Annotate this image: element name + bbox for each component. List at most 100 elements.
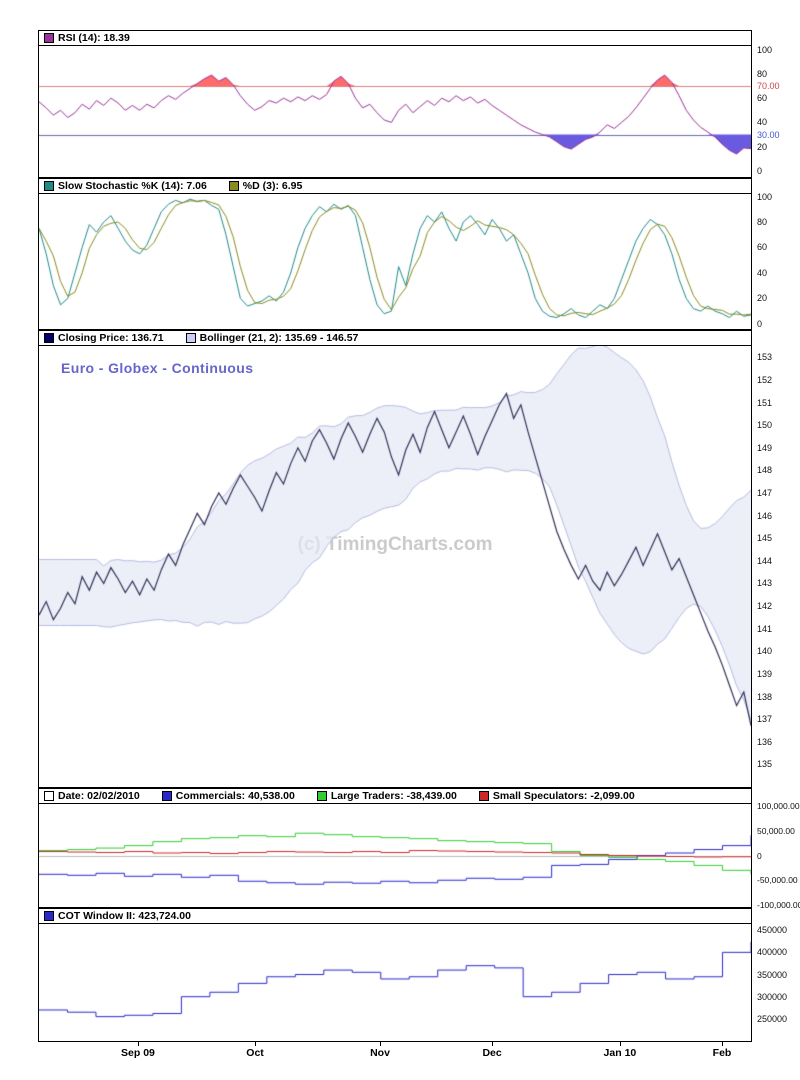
commercials-swatch-icon — [161, 791, 172, 801]
x-tick-mark — [137, 1042, 139, 1046]
y-tick-label: 135 — [757, 759, 773, 770]
y-tick-label: 20 — [757, 293, 768, 304]
y-tick-label: 142 — [757, 601, 773, 612]
y-tick-label: 40 — [757, 267, 768, 278]
bollinger-legend-label: Bollinger (21, 2): 135.69 - 146.57 — [199, 332, 359, 344]
y-tick-label: 300000 — [757, 991, 788, 1002]
cot-window-legend-label: COT Window II: 423,724.00 — [58, 910, 191, 922]
y-tick-label: 152 — [757, 374, 773, 385]
cot-canvas — [39, 804, 751, 907]
cot-axis: 100,000.00 50,000.00 0 -50,000.00 -100,000.0… — [754, 800, 800, 911]
x-axis: Sep 09 Oct Nov Dec Jan 10 Feb — [38, 1042, 752, 1064]
cot-window-canvas — [39, 924, 751, 1041]
y-tick-label: 141 — [757, 623, 773, 634]
y-tick-label: 30.00 — [757, 129, 780, 140]
stochastic-canvas — [39, 194, 751, 329]
cot-window-swatch-icon — [44, 911, 54, 921]
price-canvas — [39, 346, 751, 787]
y-tick-label: 143 — [757, 578, 773, 589]
stochastic-axis: 100 80 60 40 20 0 — [754, 191, 800, 329]
stochastic-k-legend: Slow Stochastic %K (14): 7.06 — [44, 180, 207, 192]
bollinger-swatch-icon — [185, 333, 196, 343]
y-tick-label: 50,000.00 — [757, 825, 795, 836]
rsi-swatch-icon — [44, 33, 54, 43]
rsi-legend-label: RSI (14): 18.39 — [58, 32, 130, 44]
y-tick-label: -50,000.00 — [757, 875, 798, 886]
y-tick-label: 60 — [757, 93, 768, 104]
stochastic-header: Slow Stochastic %K (14): 7.06 %D (3): 6.… — [38, 178, 752, 194]
cot-window-panel: COT Window II: 423,724.00 450000 400000 35… — [38, 908, 787, 1042]
closing-price-legend: Closing Price: 136.71 — [44, 332, 164, 344]
x-tick-mark — [380, 1042, 381, 1046]
y-tick-label: 80 — [757, 217, 768, 228]
cot-window-plot — [38, 924, 752, 1042]
cot-date-swatch-icon — [44, 791, 54, 801]
rsi-canvas — [39, 46, 751, 177]
stochastic-k-swatch-icon — [44, 181, 54, 191]
cot-panel: Date: 02/02/2010 Commercials: 40,538.00 … — [38, 788, 800, 910]
y-tick-label: 144 — [757, 555, 773, 566]
cot-window-legend: COT Window II: 423,724.00 — [44, 910, 191, 922]
price-header: Closing Price: 136.71 Bollinger (21, 2):… — [38, 330, 752, 346]
y-tick-label: 350000 — [757, 969, 788, 980]
x-axis-label: Dec — [482, 1047, 502, 1059]
stochastic-d-swatch-icon — [228, 181, 239, 191]
x-axis-label: Nov — [370, 1047, 390, 1059]
y-tick-label: 40 — [757, 117, 768, 128]
closing-price-swatch-icon — [44, 333, 54, 343]
small-speculators-legend-label: Small Speculators: -2,099.00 — [492, 790, 635, 802]
large-traders-legend: Large Traders: -38,439.00 — [316, 790, 457, 802]
rsi-legend: RSI (14): 18.39 — [44, 32, 130, 44]
small-speculators-legend: Small Speculators: -2,099.00 — [478, 790, 635, 802]
x-axis-label: Sep 09 — [121, 1047, 155, 1059]
y-tick-label: 0 — [757, 165, 763, 176]
large-traders-legend-label: Large Traders: -38,439.00 — [330, 790, 457, 802]
y-tick-label: 0 — [757, 850, 762, 861]
x-tick-mark — [492, 1042, 494, 1046]
y-tick-label: 145 — [757, 533, 773, 544]
commercials-legend: Commercials: 40,538.00 — [161, 790, 295, 802]
rsi-header: RSI (14): 18.39 — [38, 30, 752, 46]
rsi-axis: 100 80 70.00 60 40 30.00 20 0 — [754, 44, 800, 177]
y-tick-label: 100,000.00 — [757, 800, 800, 811]
y-tick-label: 146 — [757, 510, 773, 521]
rsi-plot — [38, 46, 752, 178]
rsi-panel: RSI (14): 18.39 100 80 70.00 60 40 30.00 20 0 — [38, 30, 780, 178]
y-tick-label: 450000 — [757, 925, 788, 936]
y-tick-label: 150 — [757, 420, 773, 431]
y-tick-label: -100,000.00 — [757, 900, 800, 911]
stochastic-d-legend: %D (3): 6.95 — [228, 180, 303, 192]
commercials-legend-label: Commercials: 40,538.00 — [175, 790, 295, 802]
stochastic-plot — [38, 194, 752, 330]
stochastic-d-legend-label: %D (3): 6.95 — [242, 180, 303, 192]
small-speculators-swatch-icon — [478, 791, 489, 801]
y-tick-label: 100 — [757, 191, 773, 202]
y-tick-label: 70.00 — [757, 81, 780, 92]
x-tick-mark — [255, 1042, 257, 1046]
y-tick-label: 20 — [757, 141, 768, 152]
cot-header: Date: 02/02/2010 Commercials: 40,538.00 … — [38, 788, 752, 804]
stochastic-panel: Slow Stochastic %K (14): 7.06 %D (3): 6.… — [38, 178, 772, 330]
y-tick-label: 140 — [757, 646, 773, 657]
y-tick-label: 139 — [757, 668, 773, 679]
price-plot: Euro - Globex - Continuous (c) TimingCha… — [38, 346, 752, 788]
chart-title: Euro - Globex - Continuous — [61, 360, 254, 376]
bollinger-legend: Bollinger (21, 2): 135.69 - 146.57 — [185, 332, 359, 344]
cot-plot — [38, 804, 752, 908]
x-axis-label: Oct — [246, 1047, 264, 1059]
y-tick-label: 80 — [757, 68, 768, 79]
price-axis: 153 152 151 150 149 148 147 146 145 144 143 142 141 1… — [754, 346, 800, 787]
y-tick-label: 149 — [757, 442, 773, 453]
x-axis-label: Jan 10 — [603, 1047, 637, 1059]
y-tick-label: 138 — [757, 691, 773, 702]
y-tick-label: 148 — [757, 465, 773, 476]
y-tick-label: 136 — [757, 736, 773, 747]
y-tick-label: 250000 — [757, 1013, 788, 1024]
x-tick-mark — [722, 1042, 723, 1046]
stochastic-k-legend-label: Slow Stochastic %K (14): 7.06 — [58, 180, 207, 192]
large-traders-swatch-icon — [316, 791, 327, 801]
y-tick-label: 147 — [757, 488, 773, 498]
y-tick-label: 100 — [757, 44, 773, 55]
x-axis-label: Feb — [712, 1047, 732, 1059]
